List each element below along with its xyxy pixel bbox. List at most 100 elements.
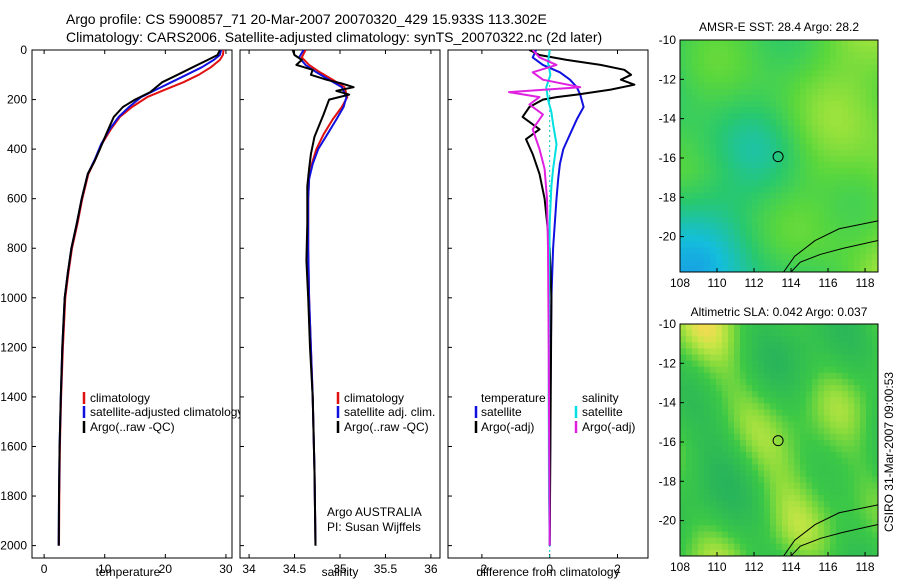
heatmap-cell — [716, 253, 723, 261]
heatmap-cell — [860, 137, 867, 145]
heatmap-cell — [680, 330, 687, 337]
heatmap-cell — [680, 235, 687, 243]
heatmap-cell — [758, 119, 765, 127]
heatmap-cell — [842, 513, 849, 520]
heatmap-cell — [836, 253, 843, 261]
heatmap-cell — [818, 421, 825, 429]
heatmap-cell — [704, 76, 711, 84]
heatmap-cell — [770, 513, 777, 520]
heatmap-cell — [698, 143, 705, 151]
heatmap-cell — [812, 464, 819, 472]
heatmap-cell — [752, 336, 759, 343]
heatmap-cell — [734, 385, 741, 392]
heatmap-cell — [776, 427, 783, 435]
heatmap-cell — [686, 180, 693, 188]
heatmap-cell — [728, 241, 735, 249]
heatmap-cell — [764, 52, 771, 59]
heatmap-cell — [848, 354, 855, 362]
heatmap-cell — [704, 464, 711, 472]
heatmap-cell — [866, 507, 873, 514]
heatmap-cell — [686, 348, 693, 356]
heatmap-cell — [734, 470, 741, 478]
heatmap-cell — [740, 452, 747, 459]
heatmap-cell — [728, 229, 735, 236]
heatmap-cell — [794, 476, 801, 484]
heatmap-cell — [824, 330, 831, 337]
heatmap-cell — [830, 482, 837, 490]
heatmap-cell — [866, 458, 873, 466]
heatmap-cell — [830, 433, 837, 441]
heatmap-cell — [698, 415, 705, 423]
heatmap-cell — [812, 198, 819, 206]
heatmap-cell — [872, 348, 878, 356]
heatmap-cell — [734, 342, 741, 350]
heatmap-cell — [764, 125, 771, 133]
heatmap-cell — [830, 525, 837, 533]
heatmap-cell — [842, 137, 849, 145]
heatmap-cell — [770, 397, 777, 404]
heatmap-cell — [824, 58, 831, 66]
heatmap-cell — [704, 94, 711, 102]
heatmap-cell — [758, 156, 765, 163]
heatmap-cell — [686, 507, 693, 514]
heatmap-cell — [842, 409, 849, 417]
heatmap-cell — [788, 58, 795, 66]
heatmap-cell — [734, 229, 741, 236]
heatmap-cell — [800, 235, 807, 243]
heatmap-cell — [866, 452, 873, 459]
heatmap-cell — [794, 162, 801, 169]
heatmap-cell — [800, 543, 807, 551]
heatmap-cell — [746, 391, 753, 398]
heatmap-cell — [842, 494, 849, 502]
heatmap-cell — [794, 519, 801, 527]
heatmap-cell — [812, 421, 819, 429]
heatmap-cell — [734, 241, 741, 249]
heatmap-cell — [830, 64, 837, 72]
heatmap-cell — [854, 64, 861, 72]
heatmap-cell — [782, 385, 789, 392]
heatmap-cell — [746, 101, 753, 108]
salinity-legend: climatology satellite adj. clim. Argo(..… — [336, 391, 435, 434]
heatmap-cell — [800, 452, 807, 459]
heatmap-cell — [770, 162, 777, 169]
heatmap-cell — [848, 204, 855, 212]
heatmap-cell — [836, 342, 843, 350]
heatmap-cell — [836, 446, 843, 453]
heatmap-cell — [734, 482, 741, 490]
heatmap-cell — [788, 501, 795, 508]
heatmap-cell — [692, 440, 699, 447]
heatmap-cell — [848, 119, 855, 127]
salinity-series-lines — [291, 50, 355, 546]
heatmap-cell — [788, 476, 795, 484]
heatmap-cell — [812, 265, 819, 272]
map-y-tick-label: -20 — [659, 514, 677, 528]
heatmap-cell — [806, 64, 813, 72]
heatmap-cell — [770, 336, 777, 343]
heatmap-cell — [854, 415, 861, 423]
heatmap-cell — [830, 162, 837, 169]
heatmap-cell — [752, 174, 759, 182]
heatmap-cell — [830, 70, 837, 78]
heatmap-cell — [794, 525, 801, 533]
heatmap-cell — [848, 88, 855, 96]
heatmap-cell — [800, 513, 807, 520]
heatmap-cell — [818, 409, 825, 417]
heatmap-cell — [758, 143, 765, 151]
heatmap-cell — [860, 94, 867, 102]
heatmap-cell — [686, 82, 693, 90]
map-x-tick-label: 110 — [707, 276, 726, 290]
heatmap-cell — [764, 348, 771, 356]
heatmap-cell — [746, 40, 753, 47]
heatmap-cell — [752, 198, 759, 206]
heatmap-cell — [710, 391, 717, 398]
heatmap-cell — [740, 192, 747, 200]
heatmap-cell — [860, 397, 867, 404]
heatmap-cell — [818, 143, 825, 151]
heatmap-cell — [680, 46, 687, 53]
heatmap-cell — [686, 403, 693, 411]
heatmap-cell — [794, 58, 801, 66]
heatmap-cell — [746, 82, 753, 90]
heatmap-cell — [716, 482, 723, 490]
heatmap-cell — [836, 192, 843, 200]
heatmap-cell — [710, 330, 717, 337]
